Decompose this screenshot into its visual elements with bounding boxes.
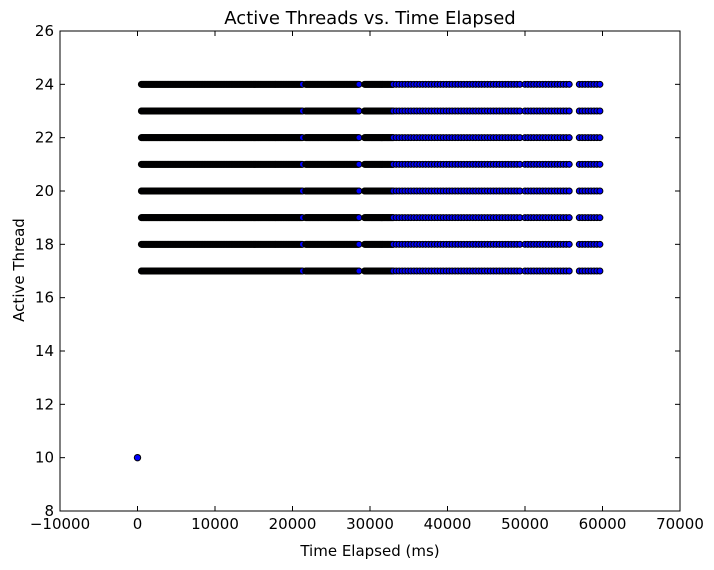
x-tick-label: 70000	[656, 515, 704, 533]
x-tick-label: 10000	[191, 515, 239, 533]
x-tick-label: 50000	[501, 515, 549, 533]
y-tick-label: 8	[44, 502, 54, 520]
data-point	[565, 134, 573, 142]
y-tick-label: 10	[35, 449, 54, 467]
y-tick-label: 24	[35, 75, 54, 93]
data-point	[565, 107, 573, 115]
data-point	[565, 267, 573, 275]
data-point	[596, 187, 604, 195]
data-point	[596, 160, 604, 168]
y-tick-label: 26	[35, 22, 54, 40]
y-tick-label: 18	[35, 235, 54, 253]
chart-title: Active Threads vs. Time Elapsed	[224, 8, 515, 29]
data-point	[565, 240, 573, 248]
y-tick-label: 16	[35, 289, 54, 307]
x-tick-label: −10000	[30, 515, 90, 533]
plot-frame	[59, 30, 681, 512]
data-point	[565, 214, 573, 222]
data-point	[596, 107, 604, 115]
x-tick-label: 60000	[579, 515, 627, 533]
data-point	[596, 80, 604, 88]
data-point	[596, 267, 604, 275]
data-point	[596, 134, 604, 142]
y-tick-label: 12	[35, 395, 54, 413]
data-point	[565, 187, 573, 195]
axis-ticks: −10000 0 10000 20000 30000 40000 50000 60000 700…	[30, 22, 704, 533]
data-point	[565, 80, 573, 88]
data-point	[596, 214, 604, 222]
x-tick-label: 30000	[346, 515, 394, 533]
data-points	[133, 80, 604, 462]
x-tick-label: 40000	[424, 515, 472, 533]
data-point	[596, 240, 604, 248]
x-tick-label: 20000	[269, 515, 317, 533]
data-point	[565, 160, 573, 168]
y-tick-label: 22	[35, 129, 54, 147]
x-tick-label: 0	[133, 515, 143, 533]
y-axis-label: Active Thread	[10, 218, 28, 322]
x-axis-label: Time Elapsed (ms)	[299, 542, 439, 560]
y-tick-label: 14	[35, 342, 54, 360]
data-point	[133, 453, 142, 462]
y-tick-label: 20	[35, 182, 54, 200]
